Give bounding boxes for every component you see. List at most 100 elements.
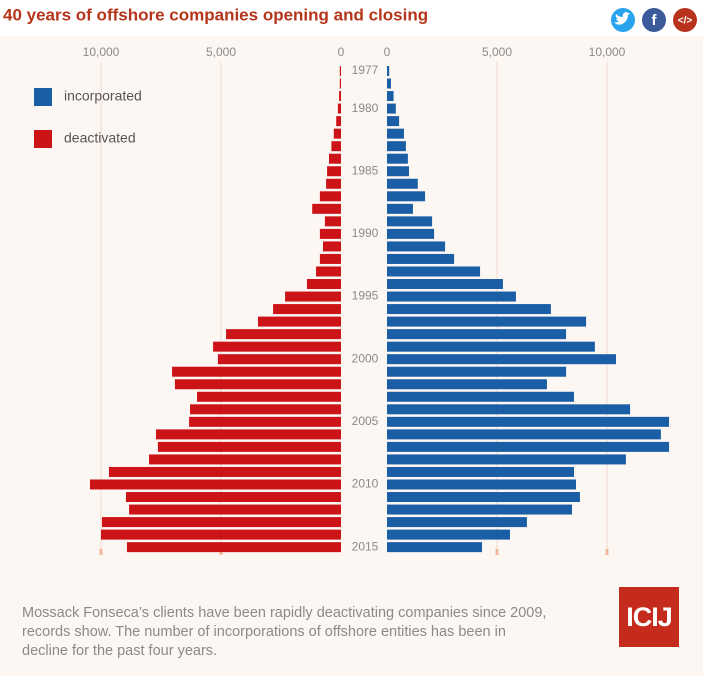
bar bbox=[197, 391, 341, 402]
embed-glyph: </> bbox=[678, 16, 693, 27]
bar bbox=[319, 228, 341, 239]
bar bbox=[387, 492, 580, 503]
bar bbox=[387, 316, 587, 327]
bar bbox=[149, 454, 341, 465]
year-label: 1990 bbox=[352, 226, 379, 240]
bar bbox=[387, 391, 574, 402]
bar bbox=[101, 517, 342, 528]
bar bbox=[339, 66, 341, 76]
bar bbox=[387, 141, 406, 152]
bar bbox=[387, 379, 547, 390]
bar bbox=[387, 291, 516, 302]
bar bbox=[387, 153, 408, 164]
bar bbox=[387, 404, 631, 415]
bar bbox=[125, 492, 342, 503]
bar bbox=[174, 379, 341, 390]
bar bbox=[323, 241, 341, 252]
logo: ICIJ bbox=[619, 587, 679, 647]
bar bbox=[101, 529, 341, 540]
bar bbox=[387, 366, 567, 377]
bar bbox=[387, 454, 626, 465]
bar bbox=[387, 329, 567, 340]
bar bbox=[285, 291, 341, 302]
legend-label: deactivated bbox=[64, 130, 136, 146]
bar bbox=[213, 341, 341, 352]
bar bbox=[387, 103, 396, 114]
year-label: 2015 bbox=[352, 539, 379, 553]
x-tick-label: 10,000 bbox=[83, 45, 120, 59]
bar bbox=[129, 504, 341, 515]
bar bbox=[333, 128, 341, 139]
caption: Mossack Fonseca’s clients have been rapi… bbox=[22, 605, 547, 659]
bar bbox=[387, 466, 574, 477]
bar bbox=[387, 216, 433, 227]
bar bbox=[387, 429, 661, 440]
year-label: 1977 bbox=[352, 63, 379, 77]
legend-swatch bbox=[34, 130, 52, 148]
bar bbox=[387, 116, 400, 127]
bar bbox=[387, 203, 413, 214]
bar bbox=[157, 441, 341, 452]
bar bbox=[387, 166, 409, 177]
year-label: 2010 bbox=[352, 477, 379, 491]
facebook-icon[interactable] bbox=[642, 8, 666, 32]
bar bbox=[387, 504, 573, 515]
bar bbox=[387, 279, 503, 290]
x-tick-label: 0 bbox=[338, 45, 345, 59]
bar bbox=[387, 529, 510, 540]
bar bbox=[312, 203, 341, 214]
bar bbox=[190, 404, 341, 415]
bar bbox=[387, 416, 670, 427]
bar bbox=[337, 103, 341, 114]
bar bbox=[387, 354, 617, 365]
bar bbox=[189, 416, 341, 427]
bar bbox=[387, 128, 404, 139]
legend-label: incorporated bbox=[64, 88, 142, 104]
bar bbox=[329, 153, 341, 164]
bar bbox=[387, 517, 527, 528]
year-label: 1985 bbox=[352, 163, 379, 177]
bar bbox=[319, 253, 341, 264]
bar bbox=[387, 441, 670, 452]
bar bbox=[387, 228, 435, 239]
bar bbox=[387, 66, 390, 76]
bar bbox=[324, 216, 341, 227]
year-label: 2000 bbox=[352, 351, 379, 365]
bar bbox=[331, 141, 341, 152]
bar bbox=[387, 241, 446, 252]
bar bbox=[273, 304, 341, 315]
legend-swatch bbox=[34, 88, 52, 106]
bar bbox=[217, 354, 341, 365]
bar bbox=[387, 341, 595, 352]
share-icons: f </> bbox=[611, 8, 697, 32]
bar bbox=[126, 542, 341, 553]
bar bbox=[336, 116, 341, 127]
twitter-glyph bbox=[614, 12, 630, 25]
facebook-glyph: f bbox=[652, 12, 658, 29]
embed-icon[interactable] bbox=[673, 8, 697, 32]
bar bbox=[387, 78, 391, 89]
bar bbox=[387, 253, 455, 264]
bar bbox=[387, 479, 576, 490]
bar bbox=[226, 329, 341, 340]
bar bbox=[339, 91, 341, 102]
bar bbox=[306, 279, 341, 290]
year-label: 2005 bbox=[352, 414, 379, 428]
bar bbox=[172, 366, 341, 377]
x-tick-label: 10,000 bbox=[589, 45, 626, 59]
bar bbox=[387, 191, 426, 202]
bar bbox=[326, 178, 341, 189]
x-tick-label: 0 bbox=[384, 45, 391, 59]
x-tick-label: 5,000 bbox=[206, 45, 236, 59]
bar bbox=[108, 466, 341, 477]
bar bbox=[339, 78, 341, 89]
year-label: 1995 bbox=[352, 289, 379, 303]
bar bbox=[387, 266, 481, 277]
year-label: 1980 bbox=[352, 101, 379, 115]
bar bbox=[155, 429, 341, 440]
bar bbox=[319, 191, 341, 202]
x-tick-label: 5,000 bbox=[482, 45, 512, 59]
bar bbox=[327, 166, 341, 177]
